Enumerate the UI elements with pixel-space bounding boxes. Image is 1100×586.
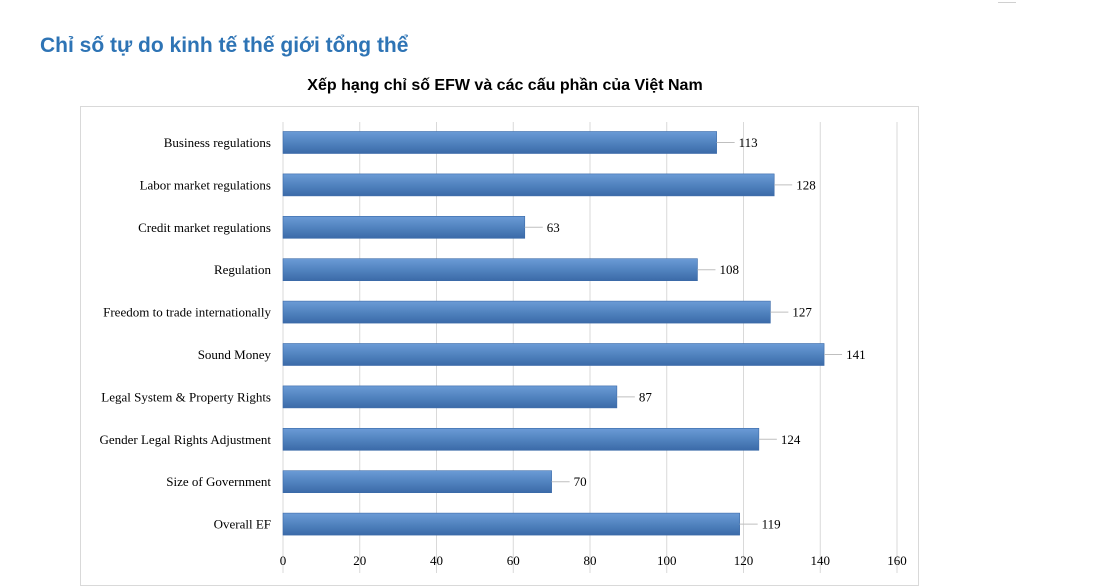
bar (282, 300, 771, 324)
bar-chart: Business regulations Labor market regulat… (99, 122, 907, 573)
x-tick-label: 160 (887, 553, 907, 568)
page-heading: Chỉ số tự do kinh tế thế giới tổng thể (40, 34, 409, 57)
bar (282, 470, 552, 494)
category-label: Regulation (214, 262, 272, 277)
data-label: 70 (574, 474, 587, 489)
category-label: Legal System & Property Rights (101, 389, 271, 404)
x-tick-label: 140 (811, 553, 831, 568)
bar (282, 343, 825, 366)
data-label: 141 (846, 347, 866, 362)
data-label: 119 (762, 517, 781, 532)
category-label: Gender Legal Rights Adjustment (99, 432, 271, 447)
x-tick-label: 40 (430, 553, 443, 568)
x-tick-label: 120 (734, 553, 754, 568)
top-edge-rule (998, 2, 1016, 3)
bar (282, 512, 740, 536)
x-tick-label: 80 (584, 553, 597, 568)
category-label: Overall EF (214, 517, 271, 532)
data-label: 124 (781, 432, 801, 447)
x-tick-label: 60 (507, 553, 520, 568)
data-label: 63 (547, 220, 560, 235)
bar (282, 385, 618, 409)
category-label: Sound Money (198, 347, 272, 362)
data-labels: 113 128 63 108 127 141 87 124 70 119 (524, 135, 866, 532)
bar (282, 173, 775, 197)
bar (282, 427, 760, 451)
category-label: Credit market regulations (138, 220, 271, 235)
data-label: 87 (639, 389, 653, 404)
x-axis-ticks: 0 20 40 60 80 100 120 140 160 (280, 553, 907, 568)
data-label: 108 (719, 262, 739, 277)
bar (282, 216, 526, 239)
data-label: 127 (792, 305, 812, 320)
bar (282, 258, 698, 282)
category-label: Freedom to trade internationally (103, 305, 271, 320)
bars (282, 131, 825, 536)
bar (282, 131, 717, 154)
category-label: Labor market regulations (140, 177, 271, 192)
x-tick-label: 100 (657, 553, 677, 568)
category-label: Size of Government (166, 474, 271, 489)
category-label: Business regulations (164, 135, 271, 150)
data-label: 128 (796, 177, 816, 192)
category-labels: Business regulations Labor market regulat… (99, 135, 271, 532)
data-label: 113 (739, 135, 758, 150)
x-tick-label: 20 (353, 553, 366, 568)
x-tick-label: 0 (280, 553, 287, 568)
chart-title: Xếp hạng chỉ số EFW và các cấu phần của … (307, 77, 703, 94)
